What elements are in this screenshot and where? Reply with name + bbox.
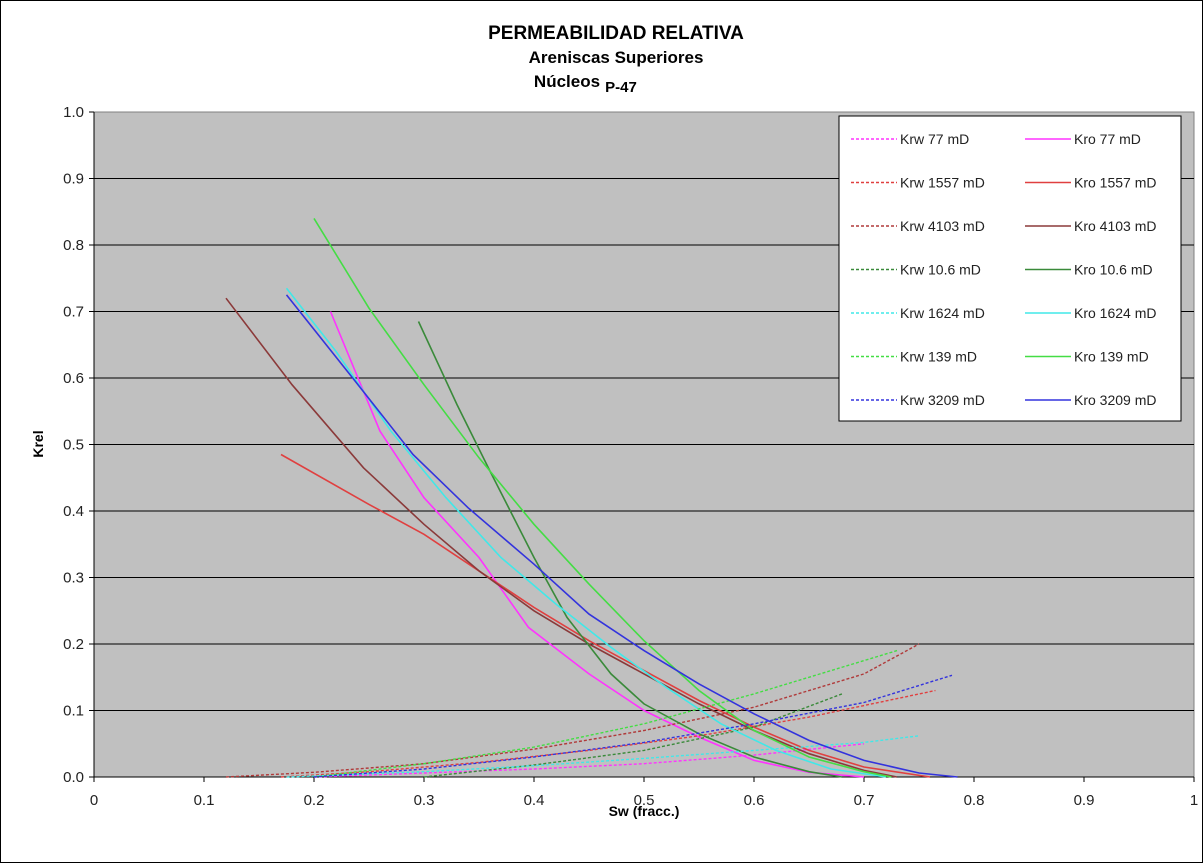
series-krw-4103-md [225,643,920,778]
legend-label: Kro 3209 mD [1074,392,1156,408]
series-kro-77-md [329,311,865,778]
y-tick-label: 0.9 [63,171,84,188]
series-krw-10-6-md [423,693,843,778]
series-krw-1624-md [286,735,920,778]
series-kro-10-6-md [417,321,843,778]
legend-label: Kro 4103 mD [1074,218,1156,234]
series-krw-139-md [313,649,898,778]
y-tick-label: 1.0 [63,104,84,121]
chart-subtitle-well: P-47 [605,79,637,96]
x-tick-label: 0.9 [1074,792,1095,809]
x-tick-label: 1 [1190,792,1198,809]
chart-subtitle-nucleos: Núcleos [534,72,600,91]
x-tick-label: 0.7 [854,792,875,809]
x-tick-label: 0.1 [194,792,215,809]
series-kro-1557-md [280,453,931,778]
legend-label: Krw 1557 mD [900,175,985,191]
series-krw-1557-md [280,689,936,778]
y-tick-label: 0.3 [63,570,84,587]
y-axis-ticks: 0.0 0.1 0.2 0.3 0.4 0.5 0.6 0.7 0.8 0.9 1.0 [63,104,94,786]
legend-label: Kro 139 mD [1074,349,1149,365]
x-tick-label: 0.3 [414,792,435,809]
legend-label: Krw 1624 mD [900,305,985,321]
y-tick-label: 0.8 [63,237,84,254]
chart-title: PERMEABILIDAD RELATIVA [488,23,744,44]
chart-subtitle: Areniscas Superiores [529,48,704,67]
legend: Krw 77 mD Kro 77 mD Krw 1557 mD Kro 1557 mD… [838,115,1182,422]
series-krw-77-md [313,743,865,778]
y-tick-label: 0.1 [63,703,84,720]
legend-label: Kro 77 mD [1074,131,1141,147]
legend-label: Krw 10.6 mD [900,262,981,278]
x-tick-label: 0 [90,792,98,809]
legend-label: Kro 10.6 mD [1074,262,1153,278]
y-tick-label: 0.0 [63,769,84,786]
series-lines [225,217,958,778]
series-kro-4103-md [225,297,898,778]
series-kro-1624-md [285,287,887,778]
series-kro-3209-md [285,294,958,778]
x-axis-label: Sw (fracc.) [609,803,680,819]
legend-label: Krw 77 mD [900,131,969,147]
x-tick-label: 0.5 [634,792,655,809]
y-tick-label: 0.2 [63,636,84,653]
y-tick-label: 0.5 [63,437,84,454]
x-tick-label: 0.8 [964,792,985,809]
x-tick-label: 0.4 [524,792,545,809]
y-tick-label: 0.4 [63,503,84,520]
x-axis-ticks: 0 0.1 0.2 0.3 0.4 0.5 0.6 0.7 0.8 0.9 1 [90,112,1198,809]
y-tick-label: 0.7 [63,304,84,321]
series-krw-3209-md [313,674,953,778]
legend-label: Krw 3209 mD [900,392,985,408]
y-tick-label: 0.6 [63,370,84,387]
series-kro-139-md [313,217,892,778]
x-tick-label: 0.6 [744,792,765,809]
legend-label: Kro 1557 mD [1074,175,1156,191]
legend-label: Krw 4103 mD [900,218,985,234]
legend-label: Krw 139 mD [900,349,977,365]
legend-label: Kro 1624 mD [1074,305,1156,321]
x-tick-label: 0.2 [304,792,325,809]
y-axis-label: Krel [30,430,46,457]
